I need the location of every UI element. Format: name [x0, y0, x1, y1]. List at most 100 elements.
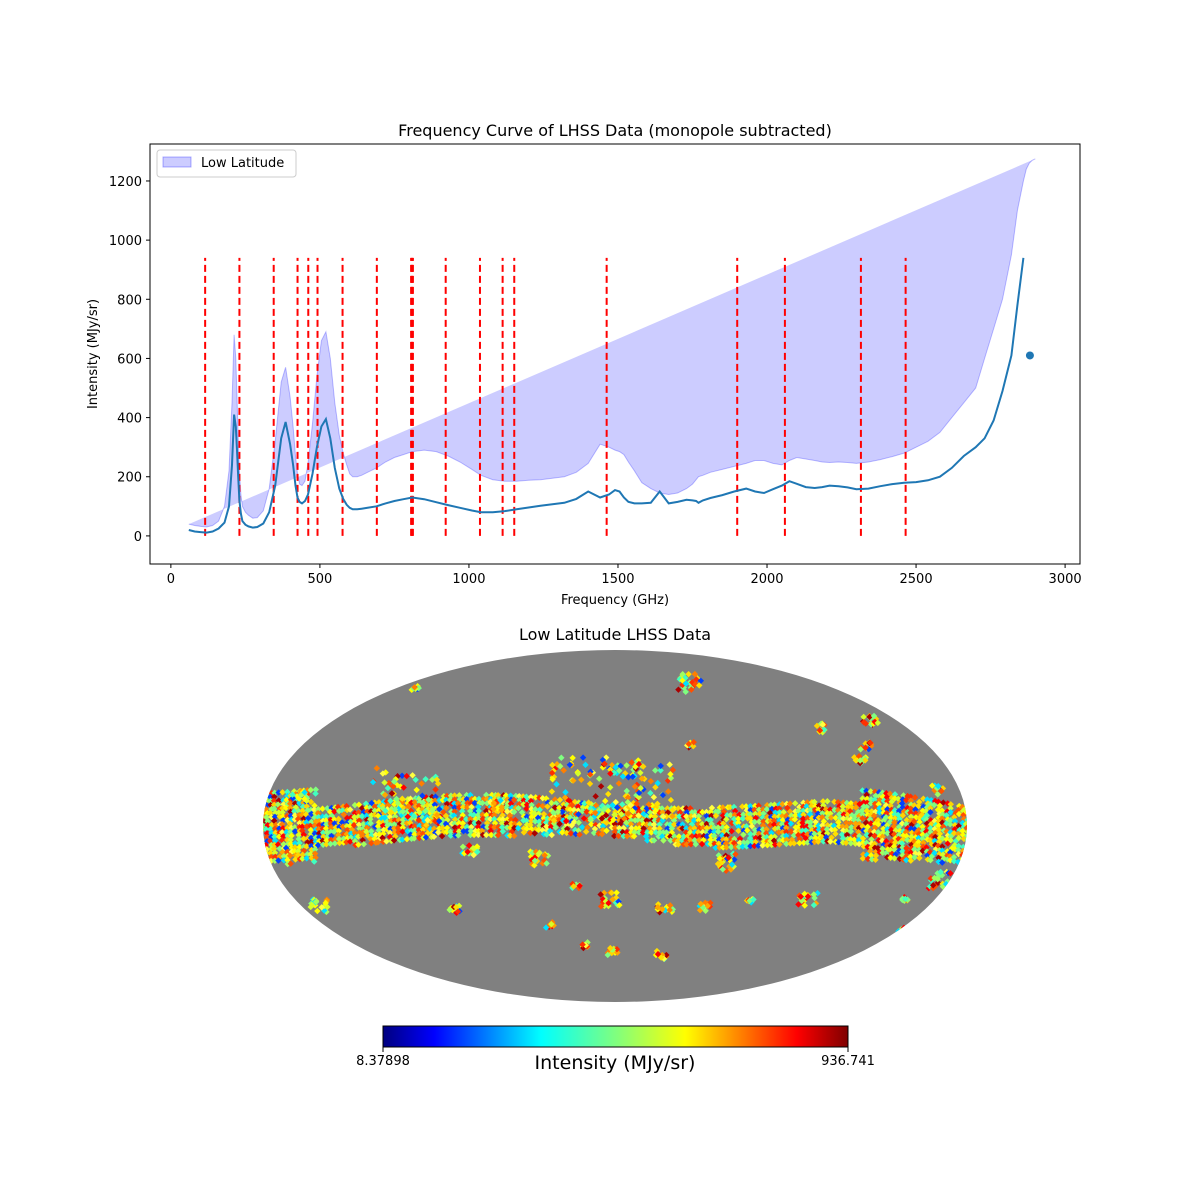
map-pixel — [479, 831, 487, 839]
map-pixel — [467, 799, 475, 807]
map-pixel — [929, 782, 936, 789]
map-pixel — [263, 814, 270, 821]
map-pixel — [746, 810, 754, 818]
map-pixel — [407, 815, 414, 822]
map-pixel — [900, 927, 908, 934]
map-pixel — [735, 843, 743, 850]
map-pixel — [931, 825, 938, 833]
map-pixel — [874, 817, 882, 824]
map-pixel — [424, 802, 431, 809]
map-pixel — [315, 833, 323, 841]
map-pixel — [836, 815, 844, 822]
map-pixel — [468, 823, 475, 831]
map-pixel — [691, 813, 698, 820]
map-pixel — [487, 827, 494, 835]
map-pixel — [471, 799, 479, 807]
map-pixel — [866, 713, 873, 721]
map-pixel — [790, 840, 798, 847]
map-pixel — [608, 889, 615, 897]
map-pixel — [962, 820, 967, 828]
map-pixel — [324, 903, 331, 911]
map-pixel — [631, 783, 639, 790]
map-pixel — [350, 821, 358, 829]
map-pixel — [307, 834, 315, 842]
map-pixel — [395, 828, 402, 836]
map-pixel — [528, 805, 535, 813]
map-pixel — [927, 809, 934, 816]
map-pixel — [912, 810, 919, 817]
map-pixel — [416, 822, 423, 830]
map-pixel — [479, 799, 486, 807]
map-pixel — [936, 810, 943, 817]
map-pixel — [467, 819, 474, 827]
map-pixel — [895, 823, 903, 831]
map-pixel — [615, 898, 622, 905]
map-pixel — [804, 839, 811, 846]
map-pixel — [740, 827, 747, 834]
map-pixel — [668, 829, 676, 836]
map-pixel — [787, 840, 794, 847]
map-pixel — [875, 801, 882, 808]
map-pixel — [619, 773, 627, 780]
map-pixel — [396, 808, 404, 816]
map-pixel — [807, 806, 814, 814]
map-pixel — [895, 831, 903, 839]
map-pixel — [695, 812, 703, 820]
map-pixel — [420, 817, 428, 824]
vertical-reference-lines — [204, 257, 907, 536]
map-pixel — [271, 833, 278, 840]
map-pixel — [955, 842, 962, 850]
map-pixel — [660, 837, 667, 844]
map-pixel — [679, 825, 686, 832]
map-pixel — [455, 800, 462, 807]
map-pixel — [451, 824, 459, 831]
map-pixel — [936, 846, 944, 853]
map-pixel — [382, 807, 389, 814]
map-pixel — [651, 817, 658, 824]
map-pixel — [923, 812, 930, 819]
map-pixel — [928, 833, 935, 840]
map-pixel — [539, 794, 546, 802]
map-pixel — [783, 828, 790, 836]
map-pixel — [947, 817, 954, 824]
map-pixel — [800, 815, 807, 822]
x-tick-label: 3000 — [1049, 572, 1082, 587]
map-pixel — [284, 816, 291, 824]
map-pixel — [416, 809, 423, 816]
map-pixel — [386, 813, 394, 821]
map-pixel — [883, 790, 890, 797]
map-pixel — [768, 841, 775, 849]
map-pixel — [331, 820, 338, 827]
map-pixel — [930, 801, 938, 809]
map-pixel — [748, 822, 756, 830]
map-pixel — [399, 795, 406, 802]
map-pixel — [596, 775, 603, 782]
map-pixel — [788, 836, 796, 843]
map-pixel — [723, 832, 730, 839]
map-pixel — [504, 796, 511, 803]
map-pixel — [634, 817, 642, 824]
map-pixel — [324, 805, 331, 812]
map-pixel — [899, 848, 906, 855]
map-pixel — [623, 805, 631, 812]
map-pixel — [351, 837, 359, 845]
map-pixel — [303, 843, 310, 850]
map-pixel — [347, 814, 355, 821]
map-pixel — [756, 818, 763, 825]
map-pixel — [346, 806, 354, 813]
map-pixel — [900, 792, 907, 799]
map-pixel — [548, 799, 555, 807]
map-pixel — [570, 883, 577, 890]
map-pixel — [839, 839, 847, 846]
map-pixel — [932, 833, 939, 841]
map-pixel — [578, 776, 585, 784]
map-pixel — [404, 827, 411, 835]
map-pixel — [312, 898, 320, 906]
map-pixel — [751, 826, 759, 834]
map-pixel — [271, 837, 279, 844]
map-pixel — [487, 823, 495, 831]
map-pixel — [440, 808, 447, 816]
map-pixel — [355, 809, 362, 816]
map-pixel — [898, 840, 906, 847]
map-pixel — [934, 806, 942, 813]
